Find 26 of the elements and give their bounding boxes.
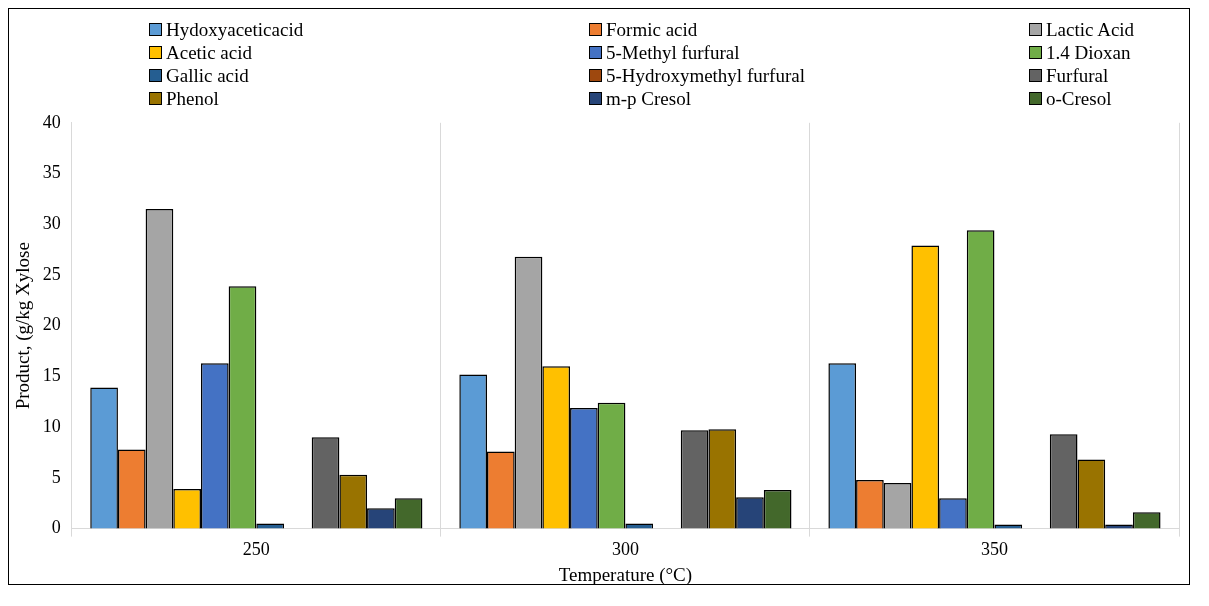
y-tick-label: 25 [42,263,61,284]
y-tick-label: 40 [42,111,61,132]
x-tick-label: 300 [611,539,639,560]
legend-label: 5-Methyl furfural [606,42,740,63]
legend-label: Phenol [166,88,219,109]
y-tick-label: 5 [51,466,61,487]
y-tick-label: 20 [42,314,61,335]
y-tick-label: 0 [51,517,61,538]
legend-label: Gallic acid [166,65,249,86]
x-tick-label: 250 [242,539,270,560]
x-tick-label: 350 [980,539,1008,560]
y-tick-label: 10 [42,415,61,436]
legend-label: m-p Cresol [606,88,691,109]
y-tick-label: 15 [42,365,61,386]
legend-label: Formic acid [606,19,698,40]
y-tick-label: 30 [42,212,61,233]
legend-label: Acetic acid [166,42,252,63]
legend-label: Hydoxyaceticacid [166,19,304,40]
legend-label: Furfural [1046,65,1109,86]
y-tick-label: 35 [42,162,61,183]
legend-label: 5-Hydroxymethyl furfural [606,65,805,86]
legend-label: 1.4 Dioxan [1046,42,1131,63]
y-axis-title: Product, (g/kg Xylose [12,242,35,410]
x-axis-title: Temperature (°C) [558,563,693,586]
legend-label: o-Cresol [1046,88,1112,109]
legend-label: Lactic Acid [1046,19,1135,40]
